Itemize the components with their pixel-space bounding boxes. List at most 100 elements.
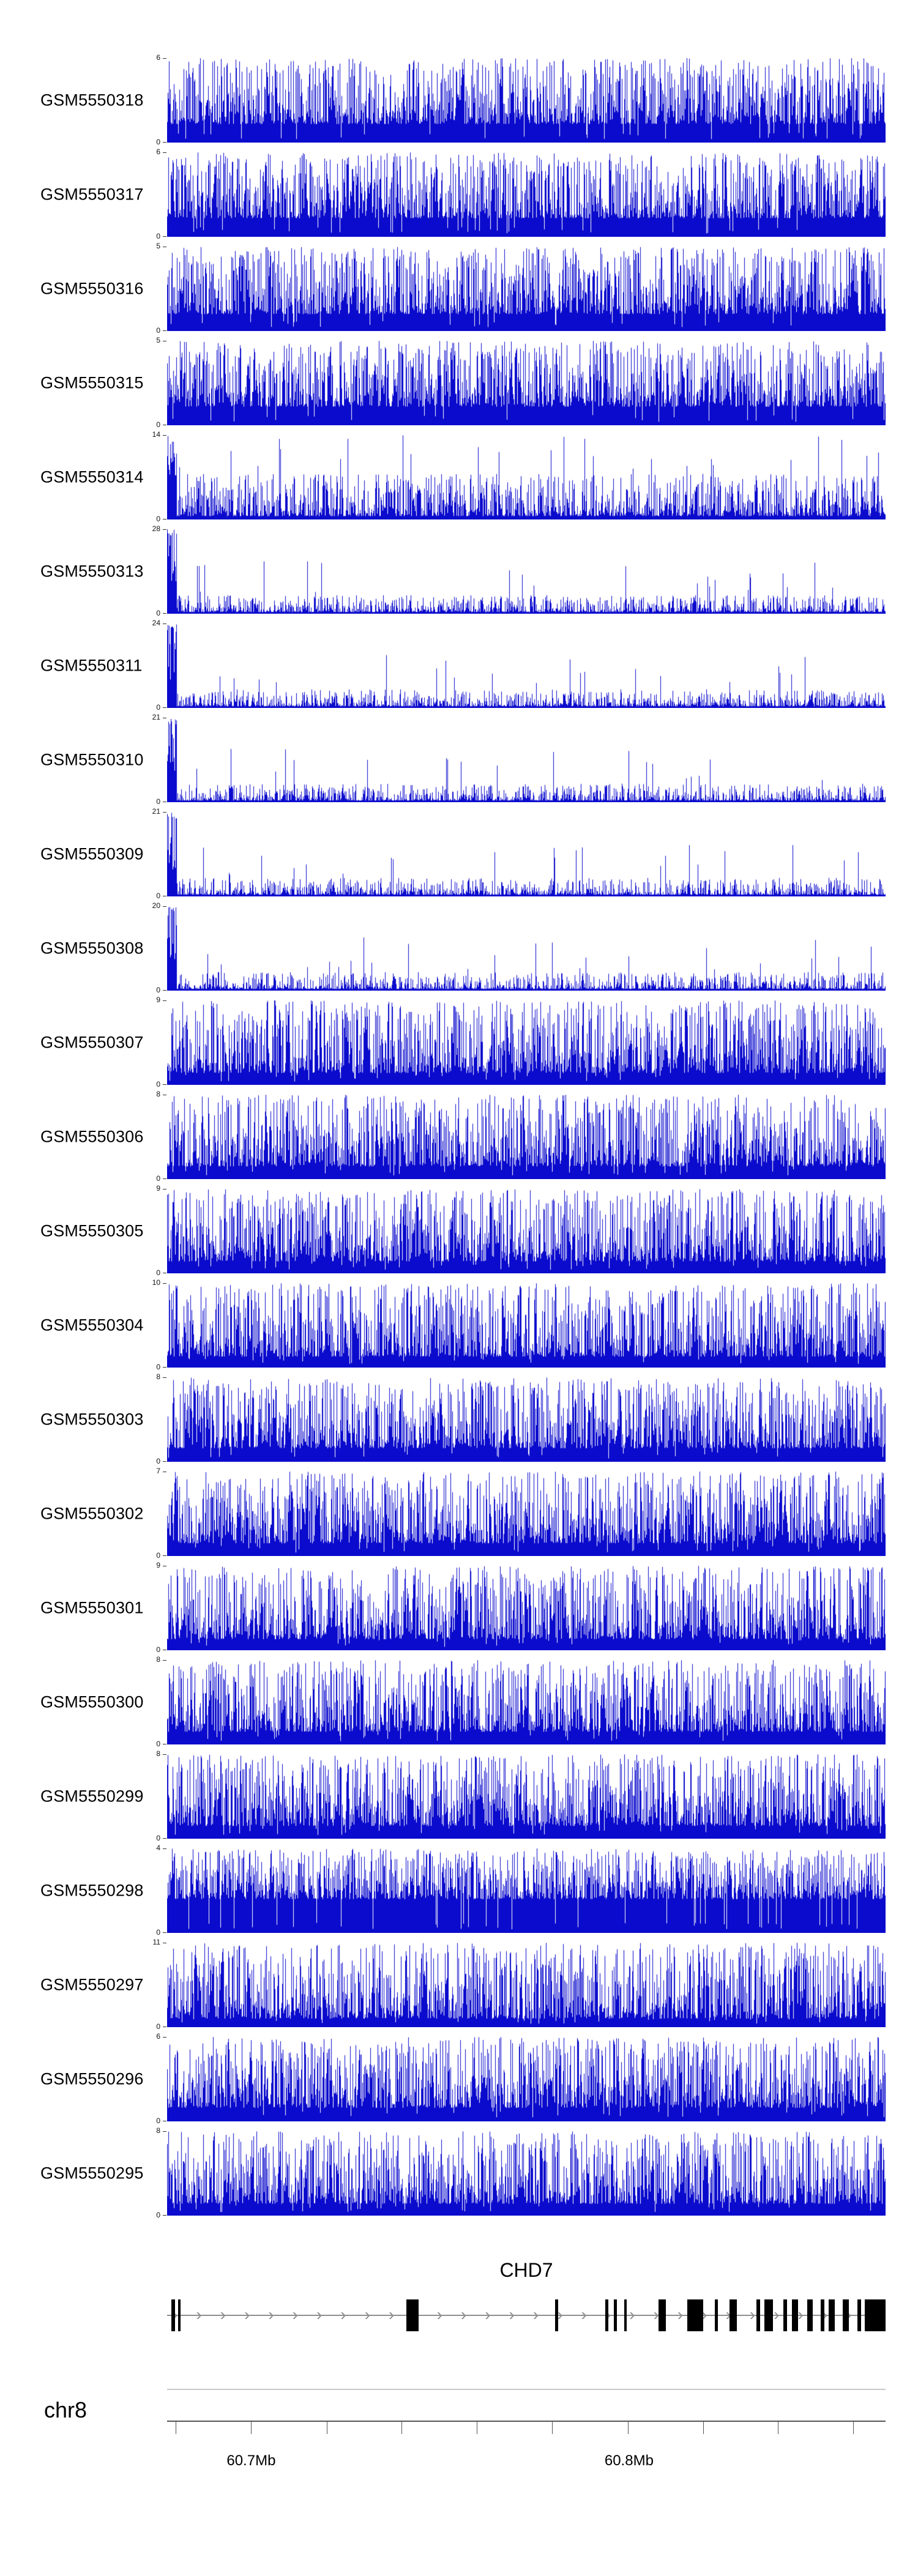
y-axis-tick-top <box>163 529 166 530</box>
coverage-track-row: GSM5550310 21 0 <box>0 713 918 812</box>
track-label: GSM5550305 <box>40 1221 144 1240</box>
track-ymin-label: 0 <box>156 326 160 335</box>
y-axis-tick-top <box>163 2037 166 2038</box>
track-ymax-label: 6 <box>156 2032 160 2041</box>
exon <box>764 2299 773 2331</box>
exon <box>857 2299 862 2331</box>
coverage-signal-canvas <box>167 1754 886 1839</box>
track-ymax-label: 6 <box>156 147 160 156</box>
track-label: GSM5550318 <box>40 91 144 110</box>
genome-axis: 60.7Mb 60.8Mb <box>167 2421 886 2476</box>
coverage-track-row: GSM5550316 5 0 <box>0 242 918 341</box>
y-axis-tick-top <box>163 906 166 907</box>
track-label: GSM5550306 <box>40 1127 144 1146</box>
track-ymax-label: 9 <box>156 1184 160 1193</box>
y-axis-tick-bottom <box>163 1084 166 1085</box>
coverage-signal-canvas <box>167 1566 886 1650</box>
exon <box>614 2299 617 2331</box>
track-ymax-label: 9 <box>156 1561 160 1569</box>
exon <box>821 2299 825 2331</box>
y-axis-tick-bottom <box>163 1178 166 1179</box>
y-axis-tick-top <box>163 1754 166 1755</box>
track-ymax-label: 8 <box>156 1749 160 1758</box>
track-ymax-label: 8 <box>156 2126 160 2135</box>
track-label: GSM5550301 <box>40 1598 144 1617</box>
gene-intron-line <box>167 2315 886 2316</box>
coverage-track-row: GSM5550296 6 0 <box>0 2033 918 2131</box>
track-label: GSM5550300 <box>40 1692 144 1711</box>
exon <box>406 2299 419 2331</box>
exon <box>756 2299 760 2331</box>
track-label: GSM5550308 <box>40 939 144 958</box>
coverage-signal-canvas <box>167 1943 886 2027</box>
axis-tick <box>251 2421 252 2434</box>
track-ymax-label: 6 <box>156 53 160 62</box>
track-ymin-label: 0 <box>156 2022 160 2031</box>
coverage-track-row: GSM5550314 14 0 <box>0 431 918 529</box>
y-axis-tick-bottom <box>163 1367 166 1368</box>
coverage-track-row: GSM5550318 6 0 <box>0 54 918 152</box>
track-ymax-label: 8 <box>156 1372 160 1381</box>
track-ymax-label: 10 <box>152 1278 160 1287</box>
track-ymin-label: 0 <box>156 986 160 994</box>
track-label: GSM5550302 <box>40 1504 144 1523</box>
y-axis-tick-top <box>163 1283 166 1284</box>
track-ymin-label: 0 <box>156 1551 160 1560</box>
coverage-signal-canvas <box>167 1660 886 1744</box>
y-axis-tick-bottom <box>163 1932 166 1933</box>
track-ymax-label: 7 <box>156 1467 160 1475</box>
track-label: GSM5550299 <box>40 1787 144 1806</box>
coverage-track-row: GSM5550307 9 0 <box>0 996 918 1095</box>
track-ymin-label: 0 <box>156 703 160 712</box>
track-ymin-label: 0 <box>156 2116 160 2125</box>
track-ymax-label: 5 <box>156 336 160 344</box>
track-ymin-label: 0 <box>156 1645 160 1654</box>
track-label: GSM5550313 <box>40 562 144 581</box>
coverage-track-row: GSM5550303 8 0 <box>0 1373 918 1472</box>
exon <box>829 2299 835 2331</box>
track-ymax-label: 8 <box>156 1090 160 1098</box>
track-label: GSM5550307 <box>40 1033 144 1052</box>
axis-tick-label: 60.8Mb <box>604 2452 654 2469</box>
coverage-signal-canvas <box>167 718 886 802</box>
track-label: GSM5550310 <box>40 750 144 769</box>
track-ymin-label: 0 <box>156 1174 160 1183</box>
track-ymin-label: 0 <box>156 232 160 240</box>
coverage-track-row: GSM5550298 4 0 <box>0 1844 918 1943</box>
exon <box>171 2299 175 2331</box>
axis-tick-label: 60.7Mb <box>226 2452 276 2469</box>
coverage-signal-canvas <box>167 906 886 991</box>
coverage-track-row: GSM5550305 9 0 <box>0 1185 918 1283</box>
coverage-track-row: GSM5550301 9 0 <box>0 1562 918 1660</box>
y-axis-tick-top <box>163 152 166 153</box>
track-ymax-label: 14 <box>152 430 160 439</box>
coverage-track-row: GSM5550317 6 0 <box>0 148 918 247</box>
coverage-track-row: GSM5550299 8 0 <box>0 1750 918 1848</box>
track-ymin-label: 0 <box>156 138 160 146</box>
track-label: GSM5550315 <box>40 373 144 392</box>
coverage-track-row: GSM5550297 11 0 <box>0 1938 918 2037</box>
y-axis-tick-bottom <box>163 707 166 708</box>
coverage-signal-canvas <box>167 2131 886 2216</box>
coverage-signal-canvas <box>167 624 886 708</box>
exon <box>792 2299 798 2331</box>
coverage-signal-canvas <box>167 1848 886 1933</box>
track-ymax-label: 21 <box>152 807 160 816</box>
coverage-signal-canvas <box>167 341 886 425</box>
exon <box>624 2299 627 2331</box>
track-ymin-label: 0 <box>156 420 160 429</box>
track-ymin-label: 0 <box>156 2211 160 2219</box>
y-axis-tick-top <box>163 1000 166 1001</box>
track-label: GSM5550303 <box>40 1410 144 1429</box>
y-axis-tick-bottom <box>163 990 166 991</box>
y-axis-tick-top <box>163 1660 166 1661</box>
track-label: GSM5550296 <box>40 2069 144 2088</box>
coverage-track-row: GSM5550304 10 0 <box>0 1279 918 1377</box>
track-ymax-label: 24 <box>152 619 160 627</box>
y-axis-tick-top <box>163 1848 166 1849</box>
exon <box>842 2299 849 2331</box>
coverage-track-row: GSM5550313 28 0 <box>0 525 918 624</box>
coverage-signal-canvas <box>167 58 886 143</box>
track-ymax-label: 28 <box>152 524 160 533</box>
